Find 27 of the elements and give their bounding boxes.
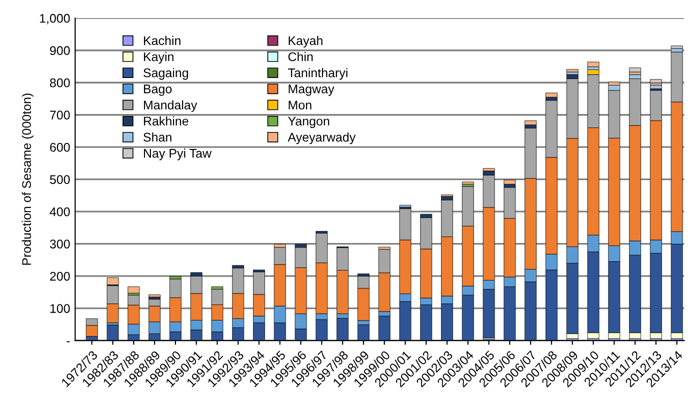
legend-label: Magway xyxy=(288,84,334,96)
y-tick-label: 400 xyxy=(50,207,70,216)
legend-label: Nay Pyi Taw xyxy=(144,148,212,160)
legend-label: Sagaing xyxy=(144,68,188,80)
legend-label: Kachin xyxy=(144,36,180,46)
legend-label: Mandalay xyxy=(144,100,198,112)
legend-label: Yangon xyxy=(288,116,330,128)
y-tick-label: 100 xyxy=(50,304,70,313)
legend-label: Tanintharyi xyxy=(288,68,348,80)
legend-label: Kayah xyxy=(288,36,322,48)
legend-label: Shan xyxy=(144,132,172,142)
legend-label: Ayeyarwady xyxy=(288,132,356,144)
legend-label: Kayin xyxy=(144,52,174,64)
y-tick-label: - xyxy=(66,341,70,342)
y-tick-label: 800 xyxy=(50,78,70,88)
y-axis-title: Production of Sesame (000ton) xyxy=(22,94,34,265)
legend-label: Bago xyxy=(144,84,172,96)
y-tick-label: 900 xyxy=(50,46,70,56)
y-tick-label: 600 xyxy=(50,142,70,152)
legend-label: Rakhine xyxy=(144,116,188,126)
y-tick-label: 300 xyxy=(50,240,70,248)
legend-label: Mon xyxy=(288,100,312,110)
legend-label: Chin xyxy=(288,52,313,62)
y-tick-label: 200 xyxy=(50,272,70,281)
y-tick-label: 500 xyxy=(50,175,70,184)
y-tick-label: 1,000 xyxy=(40,14,70,24)
y-tick-label: 700 xyxy=(50,110,70,120)
